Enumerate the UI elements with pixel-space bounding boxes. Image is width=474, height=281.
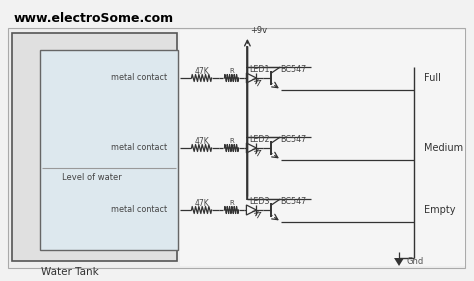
Text: 47K: 47K — [194, 137, 209, 146]
Text: BC547: BC547 — [280, 65, 306, 74]
Text: Empty: Empty — [424, 205, 456, 215]
Text: LED2: LED2 — [249, 135, 270, 144]
Text: metal contact: metal contact — [111, 205, 168, 214]
Text: metal contact: metal contact — [111, 144, 168, 153]
Text: BC547: BC547 — [280, 196, 306, 205]
Text: www.electroSome.com: www.electroSome.com — [14, 12, 174, 24]
Text: 47K: 47K — [194, 198, 209, 207]
Text: metal contact: metal contact — [111, 74, 168, 83]
Bar — [40, 50, 178, 250]
Text: 47K: 47K — [194, 67, 209, 76]
Text: Level of water: Level of water — [63, 173, 122, 182]
Text: LED1: LED1 — [249, 65, 270, 74]
Text: Full: Full — [424, 73, 441, 83]
Text: R: R — [229, 138, 234, 144]
Text: BC547: BC547 — [280, 135, 306, 144]
Bar — [8, 28, 465, 268]
Text: Gnd: Gnd — [406, 257, 423, 266]
Text: Medium: Medium — [424, 143, 463, 153]
Text: +9v: +9v — [250, 26, 267, 35]
Bar — [180, 30, 465, 266]
Text: LED3: LED3 — [249, 196, 270, 205]
Bar — [12, 33, 177, 261]
Text: R: R — [229, 200, 234, 206]
Text: Water Tank: Water Tank — [41, 267, 99, 277]
Text: R: R — [229, 68, 234, 74]
Polygon shape — [394, 258, 404, 266]
